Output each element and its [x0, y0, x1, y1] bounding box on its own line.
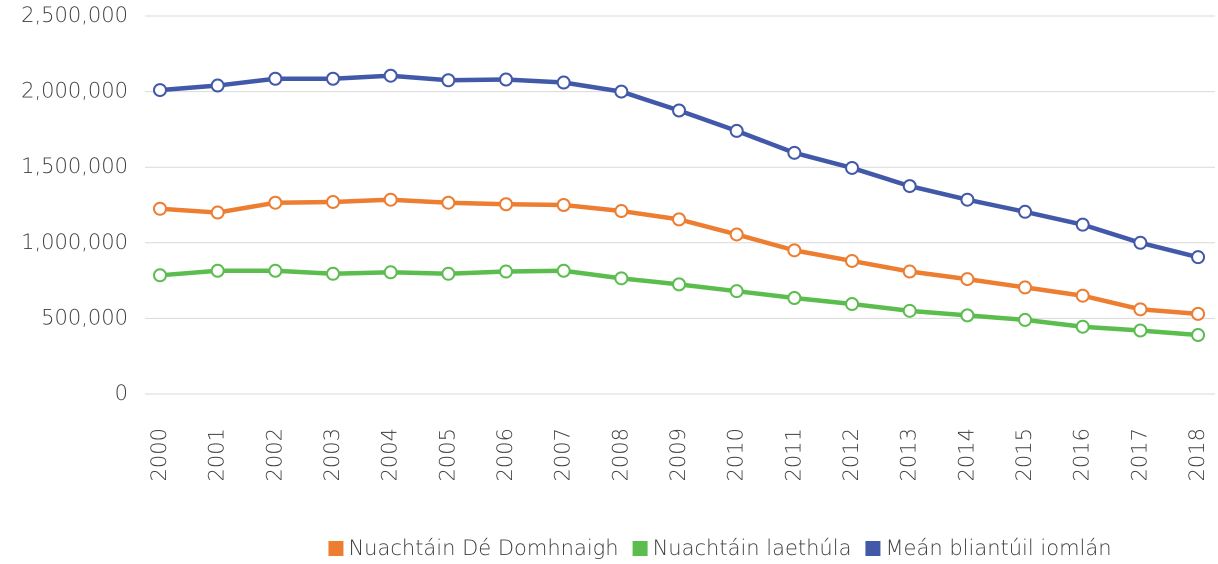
data-point — [499, 197, 514, 212]
y-tick-label: 1,500,000 — [21, 154, 128, 178]
data-point — [1191, 250, 1206, 265]
data-point — [499, 72, 514, 87]
data-point — [1133, 323, 1148, 338]
x-tick-label: 2000 — [147, 428, 171, 481]
x-tick-label: 2007 — [551, 428, 575, 481]
data-point — [614, 84, 629, 99]
x-tick-label: 2001 — [205, 428, 229, 481]
x-tick-label: 2005 — [435, 428, 459, 481]
data-point — [441, 195, 456, 210]
data-point — [902, 303, 917, 318]
data-point — [960, 272, 975, 287]
series-line — [159, 73, 1199, 260]
legend-label: Nuachtáin laethúla — [653, 536, 852, 560]
data-point — [499, 264, 514, 279]
x-tick-label: 2004 — [378, 428, 402, 481]
data-point — [902, 264, 917, 279]
data-point — [1133, 235, 1148, 250]
y-tick-label: 2,500,000 — [21, 3, 128, 27]
data-point — [729, 284, 744, 299]
data-point — [1018, 312, 1033, 327]
x-tick-label: 2013 — [897, 428, 921, 481]
data-point — [845, 160, 860, 175]
data-point — [556, 198, 571, 212]
data-point — [1075, 319, 1090, 334]
data-point — [326, 194, 341, 209]
x-tick-label: 2009 — [666, 428, 690, 481]
y-tick-label: 0 — [115, 381, 128, 405]
x-tick-label: 2002 — [262, 428, 286, 481]
data-point — [960, 192, 975, 207]
x-tick-label: 2003 — [320, 428, 344, 481]
x-tick-label: 2006 — [493, 428, 517, 481]
data-point — [960, 308, 975, 323]
data-point — [210, 205, 225, 220]
data-point — [153, 83, 167, 98]
data-point — [1133, 302, 1148, 317]
x-tick-label: 2012 — [839, 428, 863, 481]
x-tick-label: 2018 — [1185, 428, 1209, 481]
legend-swatch — [328, 541, 344, 556]
data-point — [383, 265, 398, 280]
x-tick-label: 2016 — [1070, 428, 1094, 481]
x-tick-label: 2017 — [1127, 428, 1151, 481]
data-point — [268, 71, 283, 86]
data-point — [326, 71, 341, 86]
data-point — [441, 73, 456, 88]
data-point — [153, 268, 167, 283]
x-tick-label: 2014 — [954, 428, 978, 481]
data-point — [787, 145, 802, 160]
legend-swatch — [865, 541, 881, 556]
data-point — [1018, 280, 1033, 295]
y-tick-label: 1,000,000 — [21, 230, 128, 254]
data-point — [326, 266, 341, 281]
data-point — [383, 68, 398, 83]
data-point — [787, 290, 802, 305]
data-point — [902, 179, 917, 194]
x-tick-label: 2008 — [608, 428, 632, 481]
data-point — [268, 263, 283, 278]
x-tick-label: 2015 — [1012, 428, 1036, 481]
data-point — [153, 201, 167, 216]
legend-swatch — [632, 541, 648, 556]
data-point — [1018, 204, 1033, 219]
data-point — [268, 195, 283, 210]
x-tick-label: 2010 — [724, 428, 748, 481]
data-point — [845, 253, 860, 268]
data-point — [614, 271, 629, 286]
data-point — [1191, 328, 1206, 343]
data-point — [441, 266, 456, 281]
data-point — [845, 297, 860, 312]
data-point — [1075, 217, 1090, 232]
x-tick-label: 2011 — [781, 428, 805, 481]
data-point — [672, 212, 687, 227]
legend-label: Nuachtáin Dé Domhnaigh — [348, 536, 618, 560]
data-point — [672, 277, 687, 292]
data-point — [729, 123, 744, 138]
data-point — [729, 227, 744, 242]
data-point — [210, 78, 225, 93]
data-point — [556, 75, 571, 90]
data-point — [1191, 306, 1206, 321]
data-point — [383, 192, 398, 207]
data-point — [672, 103, 687, 118]
y-tick-label: 2,000,000 — [21, 79, 128, 103]
data-point — [556, 263, 571, 278]
data-point — [1075, 288, 1090, 303]
legend-label: Meán bliantúil iomlán — [885, 536, 1111, 560]
data-point — [614, 204, 629, 219]
data-point — [210, 263, 225, 278]
y-tick-label: 500,000 — [41, 305, 128, 329]
data-point — [787, 243, 802, 258]
